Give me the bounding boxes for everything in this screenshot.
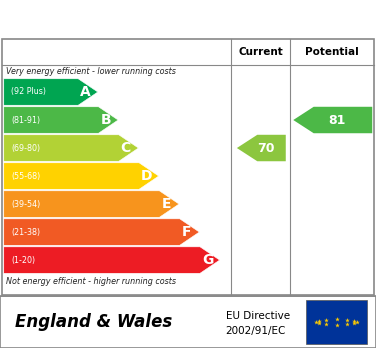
Text: G: G: [202, 253, 213, 267]
Text: D: D: [141, 169, 153, 183]
Text: (21-38): (21-38): [11, 228, 40, 237]
Text: (39-54): (39-54): [11, 199, 41, 208]
Text: Current: Current: [238, 47, 283, 57]
Text: 2002/91/EC: 2002/91/EC: [226, 326, 286, 337]
Text: Potential: Potential: [305, 47, 359, 57]
Text: A: A: [80, 85, 91, 99]
Polygon shape: [4, 135, 138, 161]
Text: B: B: [100, 113, 111, 127]
Text: 81: 81: [328, 113, 346, 127]
Text: England & Wales: England & Wales: [15, 313, 172, 331]
Text: (1-20): (1-20): [11, 255, 35, 264]
Text: F: F: [182, 225, 191, 239]
Text: 70: 70: [257, 142, 274, 155]
Polygon shape: [237, 135, 286, 161]
Text: (55-68): (55-68): [11, 172, 41, 181]
Bar: [306, 300, 367, 344]
Polygon shape: [4, 219, 199, 245]
Polygon shape: [4, 191, 179, 217]
Polygon shape: [4, 107, 118, 133]
Text: Not energy efficient - higher running costs: Not energy efficient - higher running co…: [6, 277, 176, 286]
Polygon shape: [4, 163, 159, 189]
Text: (69-80): (69-80): [11, 143, 40, 152]
Text: EU Directive: EU Directive: [226, 311, 290, 321]
Text: E: E: [161, 197, 171, 211]
Text: Very energy efficient - lower running costs: Very energy efficient - lower running co…: [6, 67, 176, 76]
Text: C: C: [121, 141, 131, 155]
Polygon shape: [293, 107, 372, 133]
Text: (92 Plus): (92 Plus): [11, 87, 46, 96]
Polygon shape: [4, 79, 98, 105]
Text: Energy Efficiency Rating: Energy Efficiency Rating: [11, 10, 259, 28]
Polygon shape: [4, 247, 220, 273]
Text: (81-91): (81-91): [11, 116, 40, 125]
